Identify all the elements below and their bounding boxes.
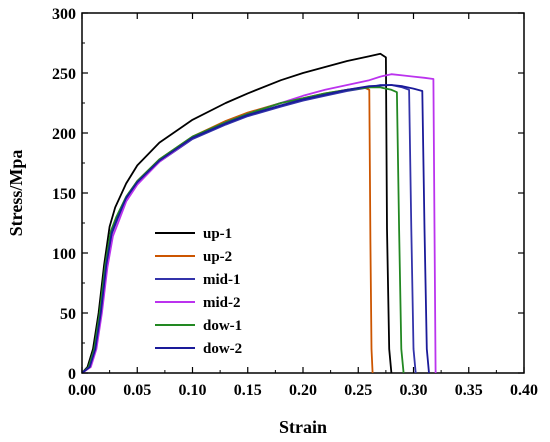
legend-label-dow-2: dow-2 [203, 341, 242, 357]
legend-label-mid-2: mid-2 [203, 295, 241, 311]
axis-ticks: 0.00 0.05 0.10 0.15 0.20 0.25 0.30 0.35 0.40 0 50 1… [52, 6, 538, 399]
x-tick-label: 0.10 [179, 382, 207, 399]
x-tick-label: 0.40 [510, 382, 538, 399]
legend-label-up-1: up-1 [203, 226, 232, 242]
series-line-mid-2 [81, 73, 437, 374]
y-axis-title: Stress/Mpa [6, 150, 26, 237]
y-tick-label: 100 [52, 246, 76, 263]
series-line-dow-2 [81, 84, 430, 374]
plot-frame [81, 12, 525, 374]
series-lines [81, 52, 437, 374]
legend-label-dow-1: dow-1 [203, 318, 242, 334]
series-line-mid-1 [81, 84, 417, 374]
legend: up-1 up-2 mid-1 mid-2 dow-1 dow-2 [155, 226, 242, 357]
series-line-up-1 [81, 52, 393, 374]
x-tick-label: 0.35 [455, 382, 483, 399]
x-tick-label: 0.00 [68, 382, 96, 399]
x-tick-label: 0.20 [289, 382, 317, 399]
y-tick-label: 50 [60, 306, 76, 323]
y-tick-label: 200 [52, 126, 76, 143]
x-axis-title: Strain [279, 417, 327, 437]
x-tick-label: 0.25 [344, 382, 372, 399]
x-tick-label: 0.30 [400, 382, 428, 399]
x-tick-label: 0.15 [234, 382, 262, 399]
y-tick-label: 0 [68, 366, 76, 383]
x-tick-label: 0.05 [123, 382, 151, 399]
legend-label-up-2: up-2 [203, 249, 232, 265]
legend-label-mid-1: mid-1 [203, 272, 241, 288]
y-tick-label: 250 [52, 66, 76, 83]
y-tick-label: 300 [52, 6, 76, 23]
series-line-dow-1 [81, 86, 405, 374]
y-tick-label: 150 [52, 186, 76, 203]
